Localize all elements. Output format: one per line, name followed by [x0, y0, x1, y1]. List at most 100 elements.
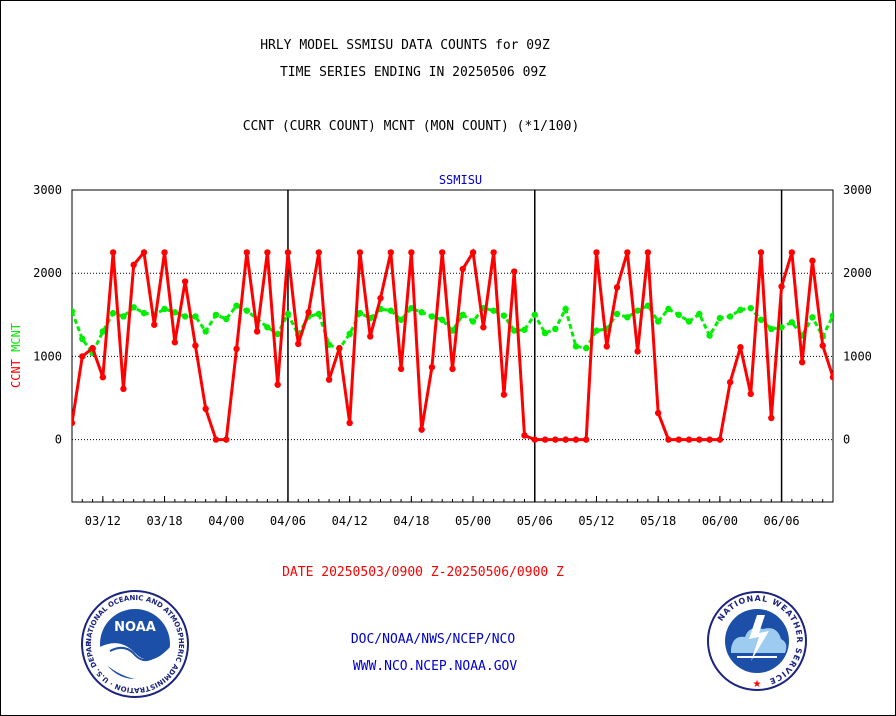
data-point-mcnt: [634, 307, 641, 314]
data-point-ccnt: [511, 268, 518, 275]
data-point-mcnt: [531, 311, 538, 318]
y-axis-label: CCNT MCNT: [9, 323, 23, 388]
data-point-mcnt: [706, 332, 713, 339]
data-point-ccnt: [706, 436, 713, 443]
data-point-mcnt: [644, 302, 652, 309]
data-point-mcnt: [685, 318, 693, 325]
data-point-ccnt: [418, 426, 425, 433]
data-point-mcnt: [459, 311, 466, 318]
x-tick-label: 03/18: [146, 514, 182, 528]
data-point-ccnt: [480, 324, 487, 331]
x-tick-label: 04/12: [332, 514, 368, 528]
title-line-1: HRLY MODEL SSMISU DATA COUNTS for 09Z: [260, 38, 550, 53]
data-point-mcnt: [541, 329, 549, 337]
chart-title: SSMISU: [439, 173, 482, 187]
footer-org-line: DOC/NOAA/NWS/NCEP/NCO: [350, 632, 516, 647]
data-point-ccnt: [428, 364, 436, 371]
y-axis-label-mcnt: MCNT: [9, 323, 23, 352]
data-point-mcnt: [737, 306, 744, 314]
data-point-mcnt: [757, 316, 765, 323]
data-point-ccnt: [99, 374, 107, 381]
x-tick-label: 05/18: [640, 514, 676, 528]
data-point-ccnt: [654, 409, 662, 417]
data-point-mcnt: [387, 307, 394, 314]
y-tick-label-right: 2000: [843, 266, 872, 280]
data-point-mcnt: [511, 327, 518, 334]
data-point-mcnt: [274, 330, 281, 338]
y-tick-label-right: 0: [843, 433, 850, 447]
data-point-mcnt: [624, 314, 631, 321]
data-point-ccnt: [233, 345, 240, 353]
data-point-mcnt: [212, 311, 220, 318]
x-tick-label: 04/06: [270, 514, 306, 528]
data-point-ccnt: [747, 390, 754, 398]
data-point-ccnt: [613, 284, 621, 291]
data-point-ccnt: [490, 249, 497, 256]
data-point-ccnt: [367, 333, 374, 340]
data-point-mcnt: [665, 305, 672, 313]
data-point-mcnt: [233, 302, 240, 309]
data-point-ccnt: [336, 344, 343, 352]
nws-logo: NATIONAL WEATHER SERVICE ★: [707, 591, 807, 691]
data-point-ccnt: [387, 249, 394, 256]
data-point-ccnt: [500, 391, 508, 398]
data-point-ccnt: [593, 249, 600, 256]
data-point-ccnt: [624, 249, 631, 256]
data-point-ccnt: [552, 436, 559, 443]
data-point-ccnt: [264, 249, 271, 256]
data-point-ccnt: [109, 249, 117, 256]
x-tick-label: 05/12: [578, 514, 614, 528]
footer-url-line[interactable]: WWW.NCO.NCEP.NOAA.GOV: [352, 659, 518, 674]
data-point-mcnt: [72, 308, 76, 315]
data-point-ccnt: [788, 249, 796, 256]
data-point-mcnt: [171, 309, 179, 316]
data-point-ccnt: [819, 342, 826, 349]
data-point-ccnt: [192, 342, 199, 349]
x-tick-label: 03/12: [85, 514, 121, 528]
data-point-mcnt: [521, 326, 528, 333]
chart-subtitle: CCNT (CURR COUNT) MCNT (MON COUNT) (*1/1…: [242, 119, 580, 134]
data-point-mcnt: [356, 309, 364, 317]
data-point-ccnt: [541, 436, 549, 443]
data-point-ccnt: [469, 249, 477, 256]
data-point-mcnt: [829, 312, 833, 319]
data-point-ccnt: [768, 414, 775, 422]
data-point-ccnt: [212, 436, 220, 443]
x-tick-label: 04/00: [208, 514, 244, 528]
data-point-ccnt: [459, 265, 466, 273]
data-point-ccnt: [140, 249, 148, 256]
data-point-mcnt: [562, 305, 569, 313]
data-point-ccnt: [171, 339, 179, 346]
data-point-ccnt: [284, 249, 292, 256]
data-point-mcnt: [500, 312, 508, 319]
data-point-mcnt: [284, 310, 292, 318]
title-line-2: TIME SERIES ENDING IN 20250506 09Z: [279, 65, 547, 80]
data-point-mcnt: [130, 304, 137, 311]
data-point-mcnt: [449, 327, 456, 334]
data-point-mcnt: [675, 311, 682, 318]
data-point-ccnt: [531, 436, 538, 443]
data-point-ccnt: [696, 436, 703, 443]
data-point-mcnt: [490, 307, 497, 314]
svg-text:NOAA: NOAA: [114, 620, 156, 635]
data-point-mcnt: [428, 313, 436, 320]
data-point-ccnt: [223, 436, 230, 443]
data-point-mcnt: [346, 330, 353, 338]
data-point-ccnt: [439, 249, 446, 256]
data-point-ccnt: [151, 321, 158, 328]
x-tick-label: 06/06: [764, 514, 800, 528]
data-point-ccnt: [449, 365, 456, 373]
data-point-mcnt: [223, 315, 230, 323]
data-point-ccnt: [325, 376, 333, 383]
data-point-ccnt: [253, 328, 261, 335]
data-point-mcnt: [582, 344, 590, 352]
data-point-ccnt: [809, 257, 816, 264]
data-point-ccnt: [798, 359, 806, 366]
data-point-mcnt: [192, 313, 199, 320]
y-tick-label-right: 3000: [843, 183, 872, 197]
data-point-ccnt: [295, 340, 302, 348]
data-point-ccnt: [346, 419, 353, 427]
data-point-ccnt: [356, 249, 364, 256]
data-point-ccnt: [757, 249, 765, 256]
